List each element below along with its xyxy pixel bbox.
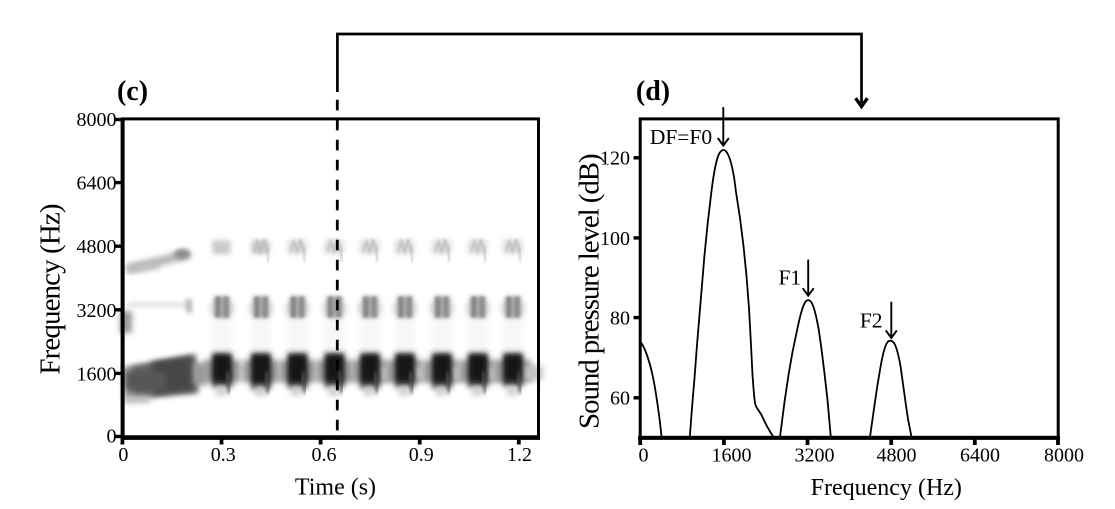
svg-text:1600: 1600 <box>712 445 752 467</box>
svg-text:4800: 4800 <box>77 236 117 258</box>
svg-text:6400: 6400 <box>960 445 1000 467</box>
svg-text:0: 0 <box>107 426 117 448</box>
svg-text:80: 80 <box>610 308 630 330</box>
svg-text:4800: 4800 <box>877 445 917 467</box>
svg-text:6400: 6400 <box>77 173 117 195</box>
svg-text:0.3: 0.3 <box>211 444 236 466</box>
svg-text:Sound pressure level (dB): Sound pressure level (dB) <box>574 154 606 429</box>
svg-text:(d): (d) <box>636 76 670 107</box>
svg-text:Time (s): Time (s) <box>295 475 376 501</box>
svg-text:Frequency (Hz): Frequency (Hz) <box>35 204 67 374</box>
svg-text:0: 0 <box>639 445 649 467</box>
svg-text:(c): (c) <box>117 76 148 107</box>
svg-text:0.6: 0.6 <box>312 444 337 466</box>
svg-text:0: 0 <box>118 444 128 466</box>
svg-text:1600: 1600 <box>77 363 117 385</box>
svg-text:8000: 8000 <box>77 109 117 131</box>
svg-text:F2: F2 <box>860 308 883 332</box>
svg-text:3200: 3200 <box>77 300 117 322</box>
svg-text:Frequency (Hz): Frequency (Hz) <box>811 475 962 501</box>
svg-text:3200: 3200 <box>795 445 835 467</box>
svg-text:120: 120 <box>600 148 630 170</box>
svg-text:0.9: 0.9 <box>409 444 434 466</box>
svg-text:DF=F0: DF=F0 <box>650 125 712 149</box>
svg-text:8000: 8000 <box>1044 445 1084 467</box>
svg-text:1.2: 1.2 <box>507 444 532 466</box>
svg-text:60: 60 <box>610 388 630 410</box>
svg-text:F1: F1 <box>778 265 801 289</box>
svg-text:100: 100 <box>600 228 630 250</box>
